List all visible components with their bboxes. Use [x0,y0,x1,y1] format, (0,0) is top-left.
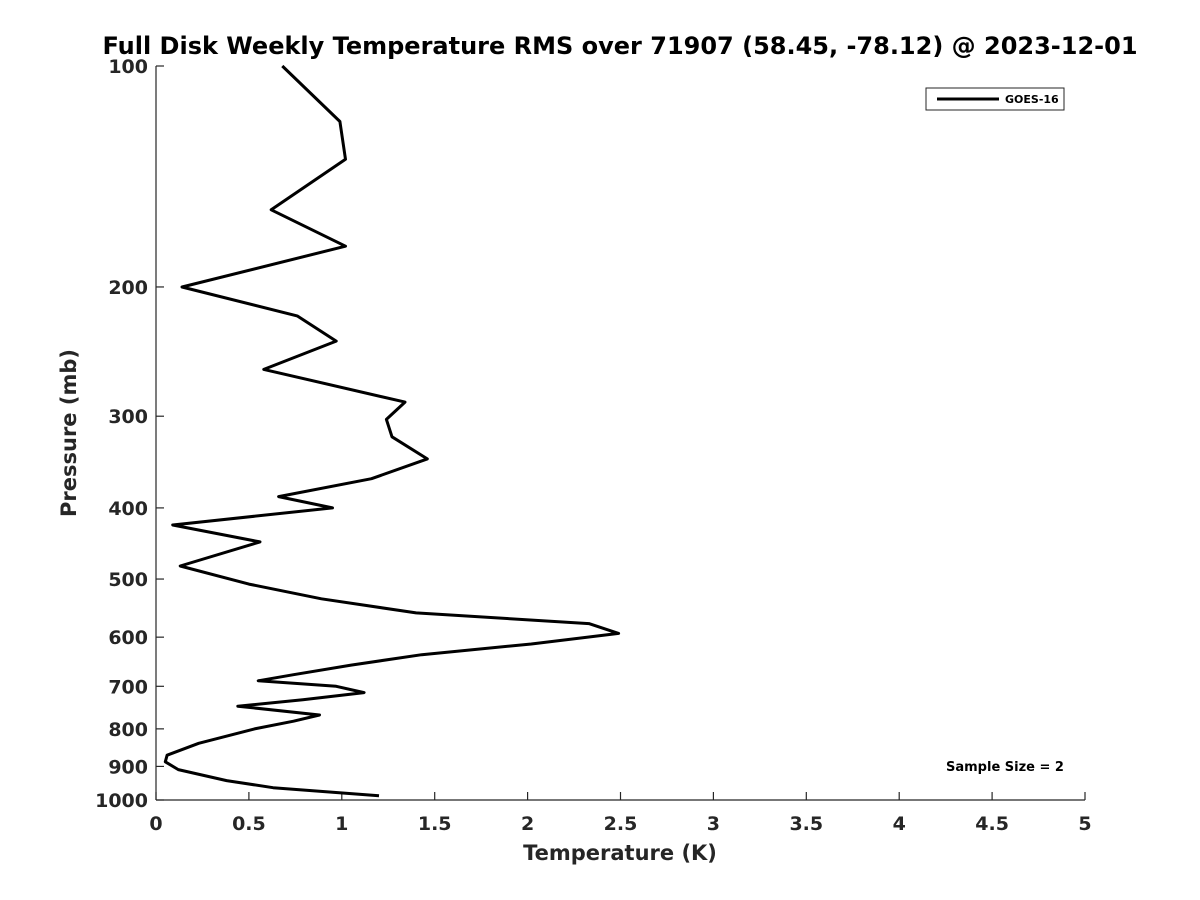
x-tick-label: 2.5 [604,813,638,835]
x-tick-label: 3.5 [789,813,823,835]
x-tick-label: 4.5 [975,813,1009,835]
x-tick-label: 1.5 [418,813,452,835]
legend-label-goes-16: GOES-16 [1005,93,1059,106]
legend: GOES-16 [925,87,1065,111]
y-tick-label: 300 [108,406,148,428]
x-ticks: 0 0.5 1 1.5 2 2.5 3 3.5 4 4.5 5 [149,792,1092,835]
axes [155,66,1085,801]
x-tick-label: 5 [1078,813,1091,835]
x-tick-label: 2 [521,813,534,835]
y-tick-label: 900 [108,756,148,778]
sample-size-annotation: Sample Size = 2 [946,760,1064,775]
y-tick-label: 200 [108,277,148,299]
x-tick-label: 1 [335,813,348,835]
series-layer [163,64,621,798]
chart-title: Full Disk Weekly Temperature RMS over 71… [102,32,1137,60]
y-tick-label: 1000 [95,790,148,812]
y-tick-label: 100 [108,56,148,78]
y-tick-label: 700 [108,676,148,698]
y-tick-label: 400 [108,498,148,520]
y-ticks: 100 200 300 400 500 600 700 800 900 1000 [95,56,164,812]
x-tick-label: 4 [893,813,906,835]
x-tick-label: 3 [707,813,720,835]
y-axis-label: Pressure (mb) [57,349,81,517]
series-line-goes-16 [163,64,621,798]
y-tick-label: 500 [108,569,148,591]
x-tick-label: 0.5 [232,813,266,835]
x-axis-label: Temperature (K) [523,841,717,865]
y-tick-label: 600 [108,627,148,649]
y-tick-label: 800 [108,719,148,741]
x-tick-label: 0 [149,813,162,835]
